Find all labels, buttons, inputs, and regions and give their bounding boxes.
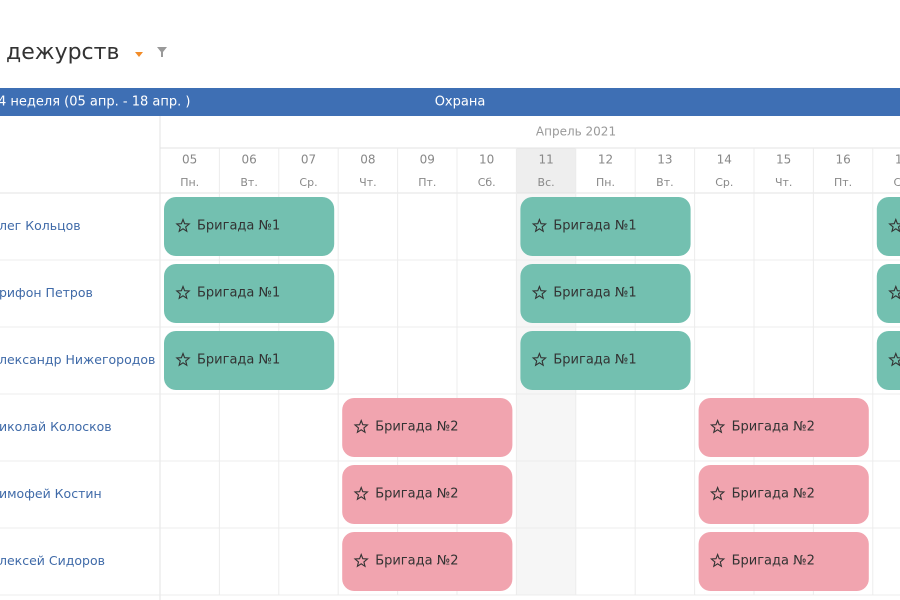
star-icon — [531, 217, 548, 233]
month-label: Апрель 2021 — [536, 125, 616, 139]
shift-label: Бригада №1 — [197, 219, 280, 234]
employee-name[interactable]: лександр Нижегородов — [0, 352, 155, 367]
star-icon — [531, 351, 548, 367]
weekday: Пн. — [180, 176, 199, 189]
employee-name[interactable]: рифон Петров — [0, 285, 93, 300]
day-number: 05 — [182, 153, 197, 167]
day-number: 17 — [895, 153, 900, 167]
shift-label: Бригада №2 — [732, 554, 815, 569]
weekday: Сб. — [894, 176, 900, 189]
shift-block[interactable] — [164, 264, 335, 323]
star-icon — [175, 351, 191, 367]
weekday: Вс. — [538, 176, 555, 189]
shift-label: Бригада №1 — [553, 286, 636, 301]
shift-block[interactable] — [698, 532, 869, 591]
day-number: 07 — [301, 153, 316, 167]
weekend-header — [516, 148, 576, 193]
day-number: 09 — [420, 153, 435, 167]
day-number: 10 — [479, 153, 494, 167]
day-number: 14 — [717, 153, 732, 167]
employee-name[interactable]: лег Кольцов — [0, 218, 81, 233]
day-number: 08 — [360, 153, 375, 167]
weekday: Сб. — [478, 176, 496, 189]
filter-icon[interactable] — [157, 47, 167, 57]
weekday: Чт. — [775, 176, 792, 189]
week-label[interactable]: 4 неделя (05 апр. - 18 апр. ) — [0, 95, 190, 110]
star-icon — [175, 284, 191, 300]
star-icon — [709, 418, 726, 434]
star-icon — [888, 351, 900, 367]
shift-block[interactable] — [876, 331, 900, 390]
employee-name[interactable]: имофей Костин — [0, 486, 102, 501]
page-title: дежурств — [6, 40, 119, 65]
star-icon — [353, 552, 369, 568]
shift-block[interactable] — [342, 465, 513, 524]
star-icon — [888, 284, 900, 300]
shift-block[interactable] — [342, 532, 513, 591]
shift-block[interactable] — [342, 398, 513, 457]
shift-label: Бригада №1 — [197, 286, 280, 301]
shift-block[interactable] — [876, 197, 900, 256]
star-icon — [175, 217, 191, 233]
shift-block[interactable] — [698, 465, 869, 524]
shift-label: Бригада №1 — [553, 219, 636, 234]
day-number: 12 — [598, 153, 613, 167]
shift-label: Бригада №2 — [375, 554, 458, 569]
star-icon — [888, 217, 900, 233]
weekday: Пт. — [834, 176, 852, 189]
weekday: Ср. — [715, 176, 733, 189]
weekday: Вт. — [240, 176, 257, 189]
shift-block[interactable] — [520, 264, 691, 323]
shift-label: Бригада №2 — [732, 487, 815, 502]
shift-block[interactable] — [520, 197, 691, 256]
star-icon — [353, 485, 369, 501]
day-number: 13 — [657, 153, 672, 167]
weekday: Вт. — [656, 176, 673, 189]
star-icon — [709, 552, 726, 568]
star-icon — [353, 418, 369, 434]
employee-name[interactable]: лексей Сидоров — [0, 553, 105, 568]
shift-label: Бригада №2 — [732, 420, 815, 435]
shift-label: Бригада №2 — [375, 420, 458, 435]
shift-block[interactable] — [876, 264, 900, 323]
day-number: 06 — [241, 153, 256, 167]
weekday: Ср. — [299, 176, 317, 189]
day-number: 11 — [538, 153, 553, 167]
employee-name[interactable]: иколай Колосков — [0, 419, 112, 434]
day-number: 16 — [835, 153, 850, 167]
shift-label: Бригада №1 — [553, 353, 636, 368]
title-dropdown[interactable] — [135, 52, 143, 57]
toolbar — [0, 88, 900, 116]
shift-label: Бригада №1 — [197, 353, 280, 368]
shift-block[interactable] — [520, 331, 691, 390]
group-label: Охрана — [435, 95, 486, 110]
shift-label: Бригада №2 — [375, 487, 458, 502]
weekday: Пт. — [418, 176, 436, 189]
weekday: Чт. — [359, 176, 376, 189]
weekday: Пн. — [596, 176, 615, 189]
star-icon — [531, 284, 548, 300]
day-number: 15 — [776, 153, 791, 167]
shift-block[interactable] — [164, 197, 335, 256]
shift-block[interactable] — [698, 398, 869, 457]
star-icon — [709, 485, 726, 501]
shift-block[interactable] — [164, 331, 335, 390]
